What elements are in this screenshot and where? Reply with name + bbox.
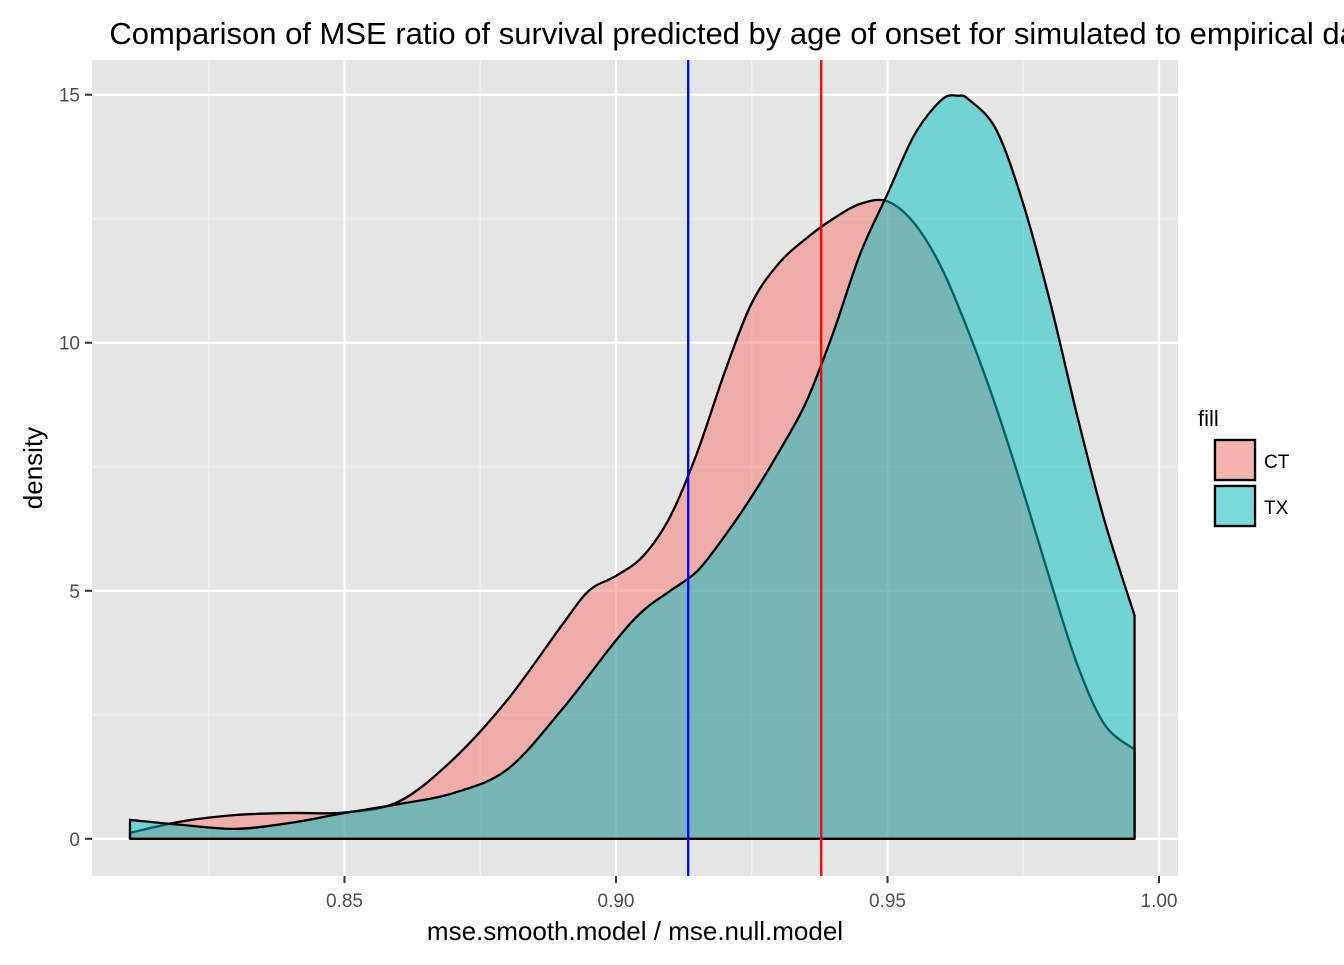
y-tick-label-2: 10 <box>59 334 80 355</box>
x-axis: 0.85 0.90 0.95 1.00 <box>326 876 1177 912</box>
legend-label-ct: CT <box>1264 452 1290 473</box>
legend-key-tx <box>1213 484 1257 528</box>
chart-title: Comparison of MSE ratio of survival pred… <box>109 16 1344 51</box>
x-axis-title: mse.smooth.model / mse.null.model <box>427 916 843 946</box>
legend-items: CT TX <box>1213 438 1290 528</box>
legend-title: fill <box>1198 406 1219 431</box>
legend-label-tx: TX <box>1264 498 1289 519</box>
x-tick-label-2: 0.95 <box>869 891 906 912</box>
y-axis-title: density <box>18 427 48 509</box>
y-tick-label-3: 15 <box>59 86 80 107</box>
reference-lines <box>687 60 823 876</box>
x-tick-label-3: 1.00 <box>1141 891 1178 912</box>
legend: fill CT TX <box>1198 406 1290 528</box>
y-tick-label-0: 0 <box>69 830 80 851</box>
y-axis: 0 5 10 15 <box>59 86 92 851</box>
x-tick-label-1: 0.90 <box>598 891 635 912</box>
density-areas <box>128 94 1136 840</box>
legend-key-ct <box>1213 438 1257 482</box>
x-tick-label-0: 0.85 <box>326 891 363 912</box>
density-area-tx <box>128 94 1136 840</box>
y-tick-label-1: 5 <box>69 582 80 603</box>
